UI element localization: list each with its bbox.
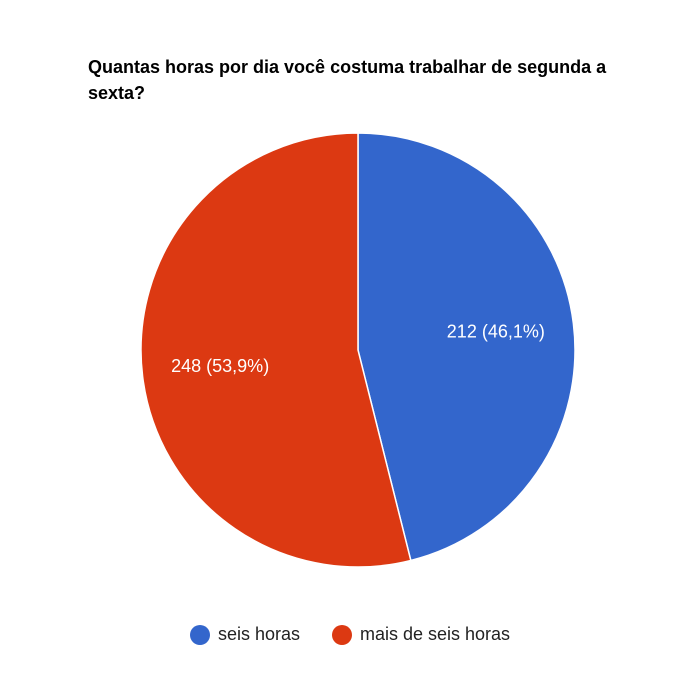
legend-label: seis horas <box>217 624 300 644</box>
legend-label: mais de seis horas <box>359 624 511 644</box>
pie-slice-seis-horas[interactable] <box>357 132 576 562</box>
slice-data-label: 248 (53,9%) <box>171 356 269 376</box>
pie-slice-mais-de-seis-horas[interactable] <box>140 132 412 568</box>
legend-swatch-mais-de-seis-horas <box>331 624 352 645</box>
legend-item-seis-horas[interactable]: seis horas <box>189 624 300 645</box>
legend-swatch-seis-horas <box>189 624 210 645</box>
legend-item-mais-de-seis-horas[interactable]: mais de seis horas <box>331 624 511 645</box>
chart-title: Quantas horas por dia você costuma traba… <box>88 57 607 103</box>
legend: seis horas mais de seis horas <box>0 624 700 645</box>
slice-data-label: 212 (46,1%) <box>447 322 545 342</box>
